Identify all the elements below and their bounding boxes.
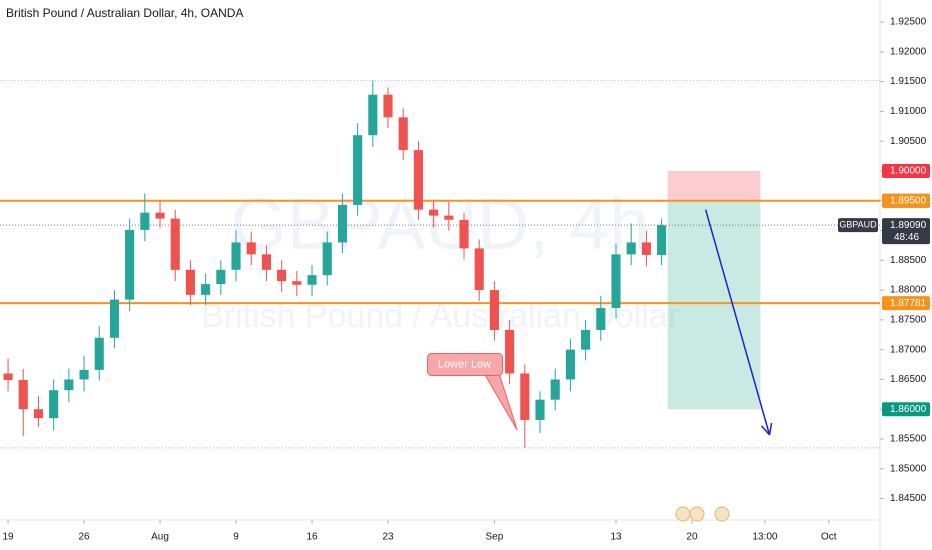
candle-body — [368, 94, 378, 136]
x-tick-label: 13 — [610, 532, 622, 543]
candle-body — [322, 242, 332, 276]
y-tick-label: 1.87500 — [890, 315, 927, 326]
callout-text: Lower Low — [438, 358, 491, 370]
event-icon — [675, 506, 691, 522]
candle-body — [520, 373, 530, 420]
y-tick-label: 1.91500 — [890, 76, 927, 87]
arrow-head — [768, 422, 773, 435]
candle-body — [125, 229, 135, 300]
candle-body — [64, 379, 74, 391]
candle-body — [109, 299, 120, 338]
y-tick-label: 1.85000 — [890, 463, 927, 474]
candle-body — [641, 242, 651, 255]
chart-title: British Pound / Australian Dollar, 4h, O… — [6, 6, 243, 20]
symbol-label: GBPAUD — [839, 220, 877, 230]
candle-body — [611, 254, 621, 308]
symbol-box — [838, 218, 878, 233]
y-tick-label: 1.88500 — [890, 255, 927, 266]
candle-body — [185, 269, 195, 295]
x-tick-label: 23 — [382, 532, 394, 543]
candle-body — [337, 204, 347, 243]
candle-body — [429, 209, 439, 216]
candle-body — [413, 150, 423, 210]
candle-body — [505, 329, 515, 374]
y-tick-label: 1.92000 — [890, 46, 927, 57]
candle-body — [444, 215, 454, 220]
x-tick-label: 9 — [233, 532, 239, 543]
candle-body — [33, 409, 44, 419]
watermark-group: GBPAUD, 4h British Pound / Australian Do… — [201, 185, 679, 335]
target-zone — [667, 200, 761, 410]
arrow-head — [760, 425, 771, 436]
candle-body — [18, 380, 28, 410]
candle-body — [474, 248, 484, 291]
candle-body — [626, 242, 636, 255]
x-tick-label: 19 — [2, 532, 14, 543]
candle-body — [231, 242, 241, 270]
candle-body — [216, 269, 226, 285]
candle-body — [49, 390, 59, 419]
candle-body — [550, 379, 560, 400]
y-tick-label: 1.84500 — [890, 493, 927, 504]
stop-price-box — [882, 163, 930, 178]
event-icon — [714, 506, 730, 522]
x-tick-label: 13:00 — [752, 532, 777, 543]
candle-body — [307, 275, 317, 285]
candle-body — [657, 225, 667, 255]
watermark: GBPAUD, 4h — [231, 185, 650, 265]
event-icons — [675, 506, 730, 522]
x-tick-label: Oct — [821, 532, 837, 543]
candle-body — [459, 219, 469, 249]
candle-body — [292, 281, 302, 285]
x-tick-label: 16 — [306, 532, 318, 543]
x-tick-label: 20 — [686, 532, 698, 543]
y-tick-label: 1.88000 — [890, 285, 927, 296]
level-price-label: 1.89500 — [890, 195, 927, 206]
candle-body — [140, 212, 150, 230]
target-price-label: 1.86000 — [890, 404, 927, 415]
y-tick-label: 1.90500 — [890, 136, 927, 147]
candle-body — [201, 284, 211, 295]
candle-body — [277, 269, 287, 282]
candle-body — [3, 373, 13, 381]
y-tick-label: 1.85500 — [890, 434, 927, 445]
target-price-box — [882, 402, 930, 417]
level-price-label: 1.87781 — [890, 298, 927, 309]
event-icon — [689, 506, 705, 522]
candle-body — [565, 349, 575, 380]
candle-body — [246, 242, 256, 255]
x-tick-label: Sep — [486, 532, 504, 543]
candle-body — [353, 135, 363, 205]
candle-body — [383, 94, 393, 118]
candle-body — [596, 307, 606, 330]
y-tick-label: 1.87000 — [890, 344, 927, 355]
y-tick-label: 1.86500 — [890, 374, 927, 385]
x-tick-label: Aug — [151, 532, 169, 543]
arrow-line — [704, 209, 771, 436]
candle-body — [398, 117, 408, 151]
level-price-box — [882, 193, 930, 208]
countdown: 48:46 — [894, 232, 919, 243]
current-price-box — [882, 218, 930, 245]
stop-price-label: 1.90000 — [890, 166, 927, 177]
stop-zone — [667, 170, 761, 201]
candle-body — [261, 254, 271, 270]
candle-body — [94, 337, 104, 370]
y-tick-label: 1.92500 — [890, 17, 927, 28]
candle-body — [170, 218, 180, 270]
candle-body — [489, 290, 499, 330]
candle-body — [79, 369, 89, 380]
current-price-label: 1.89090 — [890, 220, 927, 231]
level-price-box — [882, 296, 930, 311]
candle-body — [581, 329, 591, 350]
candle-body — [535, 399, 545, 420]
callout-box — [427, 353, 504, 377]
candle-body — [155, 212, 165, 219]
y-tick-label: 1.91000 — [890, 106, 927, 117]
x-tick-label: 26 — [78, 532, 90, 543]
